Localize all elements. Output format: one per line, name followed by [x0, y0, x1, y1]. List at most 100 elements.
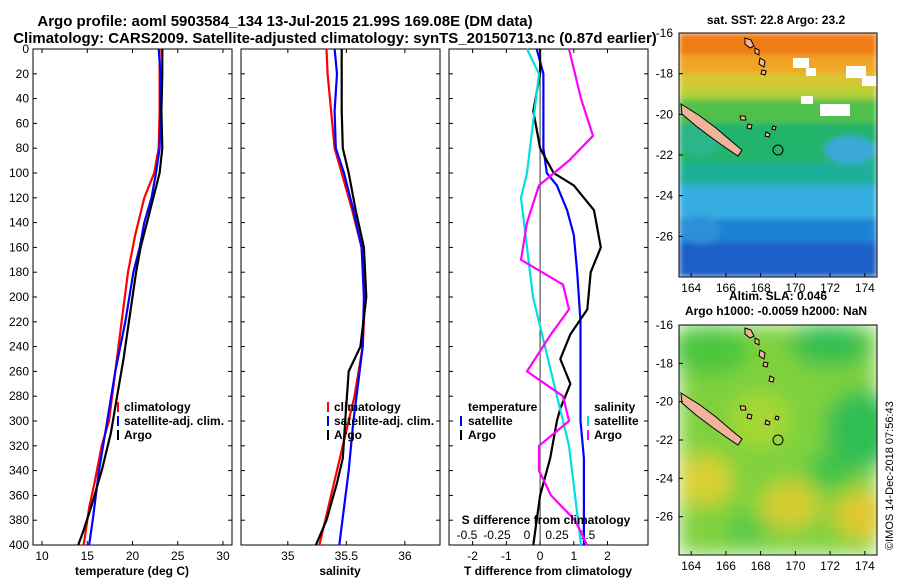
legend-s-satellite-label: satellite [594, 414, 639, 428]
temperature-plot: 0 20 40 60 80 100 120 140 160 180 200 220 240 260 280 3… [9, 42, 232, 563]
x-tick-label: 25 [171, 549, 185, 563]
map-x-tick-label: 170 [785, 281, 805, 295]
map-x-tick-label: 170 [785, 559, 805, 573]
sla-map [679, 325, 877, 555]
map-y-tick-label: -16 [656, 26, 674, 40]
island-new-caledonia [680, 103, 743, 157]
y-tick-label: 300 [9, 414, 29, 428]
legend-satellite-label: satellite-adj. clim. [334, 414, 434, 428]
y-tick-label: 220 [9, 315, 29, 329]
map-y-tick-label: -26 [656, 510, 674, 524]
legend-climatology-label: climatology [334, 400, 401, 414]
legend-salinity-title: salinity [594, 400, 636, 414]
legend-s-argo-label: Argo [594, 428, 622, 442]
y-tick-label: 160 [9, 240, 29, 254]
series-t-satellite [535, 48, 586, 545]
y-tick-label: 120 [9, 191, 29, 205]
map-x-tick-label: 168 [751, 281, 771, 295]
temperature-xlabel: temperature (deg C) [75, 564, 189, 578]
islands-vanuatu-loyalty [739, 327, 780, 426]
legend-satellite-label: satellite-adj. clim. [124, 414, 224, 428]
sla-map-subtitle: Argo h1000: -0.0059 h2000: NaN [685, 304, 867, 318]
x-tick-label: -1 [501, 549, 512, 563]
difference-legend-salinity: salinity satellite Argo [587, 400, 639, 442]
difference-axes [448, 48, 649, 546]
y-tick-label: 140 [9, 216, 29, 230]
map-y-tick-label: -18 [656, 356, 674, 370]
x-tick-label: 20 [126, 549, 140, 563]
map-x-tick-label: 166 [716, 559, 736, 573]
legend-climatology-label: climatology [124, 400, 191, 414]
salinity-plot: 35 35.5 36 [241, 48, 440, 563]
map-y-tick-label: -24 [656, 471, 674, 485]
legend-temperature-title: temperature [468, 400, 538, 414]
legend-argo-label: Argo [334, 428, 362, 442]
legend-t-satellite-label: satellite [468, 414, 513, 428]
series-t-argo [532, 49, 602, 546]
x-tick-label: 0 [537, 549, 544, 563]
y-tick-label: 60 [16, 116, 30, 130]
y-tick-label: 360 [9, 488, 29, 502]
y-tick-label: 20 [16, 67, 30, 81]
x-tick-label: 10 [35, 549, 49, 563]
difference-plot: -2 -1 0 1 2-0.5 -0.25 0 0.25 0.5 [449, 48, 648, 563]
salinity-xlabel: salinity [319, 564, 361, 578]
argo-location-marker [772, 434, 784, 446]
sla-map-title: Altim. SLA: 0.046 [729, 289, 827, 303]
difference-legend-temperature: temperature satellite Argo [460, 400, 538, 442]
map-x-tick-label: 166 [716, 281, 736, 295]
x-tick-label: 36 [398, 549, 412, 563]
x-tick-label-salinity: -0.5 [457, 528, 478, 542]
y-tick-label: 80 [16, 141, 30, 155]
y-tick-label: 380 [9, 513, 29, 527]
x-tick-label: 35.5 [335, 549, 359, 563]
map-x-tick-label: 164 [681, 281, 701, 295]
y-tick-label: 0 [22, 42, 29, 56]
difference-xlabel-salinity: S difference from climatology [462, 513, 631, 527]
series-argo [77, 49, 164, 546]
map-y-tick-label: -26 [656, 229, 674, 243]
x-tick-label-salinity: 0.25 [545, 528, 569, 542]
y-tick-label: 100 [9, 166, 29, 180]
x-tick-label: 1 [570, 549, 577, 563]
title-line-1: Argo profile: aoml 5903584_134 13-Jul-20… [37, 13, 532, 30]
map-y-tick-label: -16 [656, 318, 674, 332]
x-tick-label-salinity: -0.25 [483, 528, 511, 542]
argo-location-marker [772, 144, 784, 156]
map-y-tick-label: -24 [656, 189, 674, 203]
salinity-legend: climatology satellite-adj. clim. Argo [327, 400, 434, 442]
map-x-tick-label: 172 [820, 281, 840, 295]
y-tick-label: 200 [9, 290, 29, 304]
map-y-tick-label: -18 [656, 67, 674, 81]
map-x-tick-label: 172 [820, 559, 840, 573]
y-tick-label: 320 [9, 439, 29, 453]
y-tick-label: 340 [9, 464, 29, 478]
y-tick-label: 400 [9, 538, 29, 552]
x-tick-label: 30 [216, 549, 230, 563]
x-tick-label: 35 [281, 549, 295, 563]
legend-t-argo-label: Argo [468, 428, 496, 442]
y-tick-label: 260 [9, 364, 29, 378]
y-tick-label: 240 [9, 340, 29, 354]
series-s-satellite [519, 48, 583, 546]
legend-argo-label: Argo [124, 428, 152, 442]
map-x-tick-label: 164 [681, 559, 701, 573]
map-y-tick-label: -20 [656, 107, 674, 121]
y-tick-label: 180 [9, 265, 29, 279]
series-argo [314, 49, 368, 546]
series-satellite-adj-clim- [333, 48, 365, 546]
difference-xlabel: T difference from climatology [464, 564, 632, 578]
sla-map-axes: 164 166 168 170 172 174 -16 -18 -20 -22 -24 -26 [656, 318, 876, 573]
x-tick-label: -2 [467, 549, 478, 563]
map-x-tick-label: 174 [855, 281, 875, 295]
series-s-argo [519, 48, 595, 546]
imos-credit: ©IMOS 14-Dec-2018 07:56:43 [884, 401, 896, 550]
map-y-tick-label: -22 [656, 433, 674, 447]
island-new-caledonia [680, 392, 743, 446]
map-x-tick-label: 174 [855, 559, 875, 573]
map-y-tick-label: -22 [656, 148, 674, 162]
map-y-tick-label: -20 [656, 395, 674, 409]
series-climatology [82, 49, 161, 546]
sst-map-axes: 164 166 168 170 172 174 -16 -18 -20 -22 -24 -26 [656, 26, 876, 295]
